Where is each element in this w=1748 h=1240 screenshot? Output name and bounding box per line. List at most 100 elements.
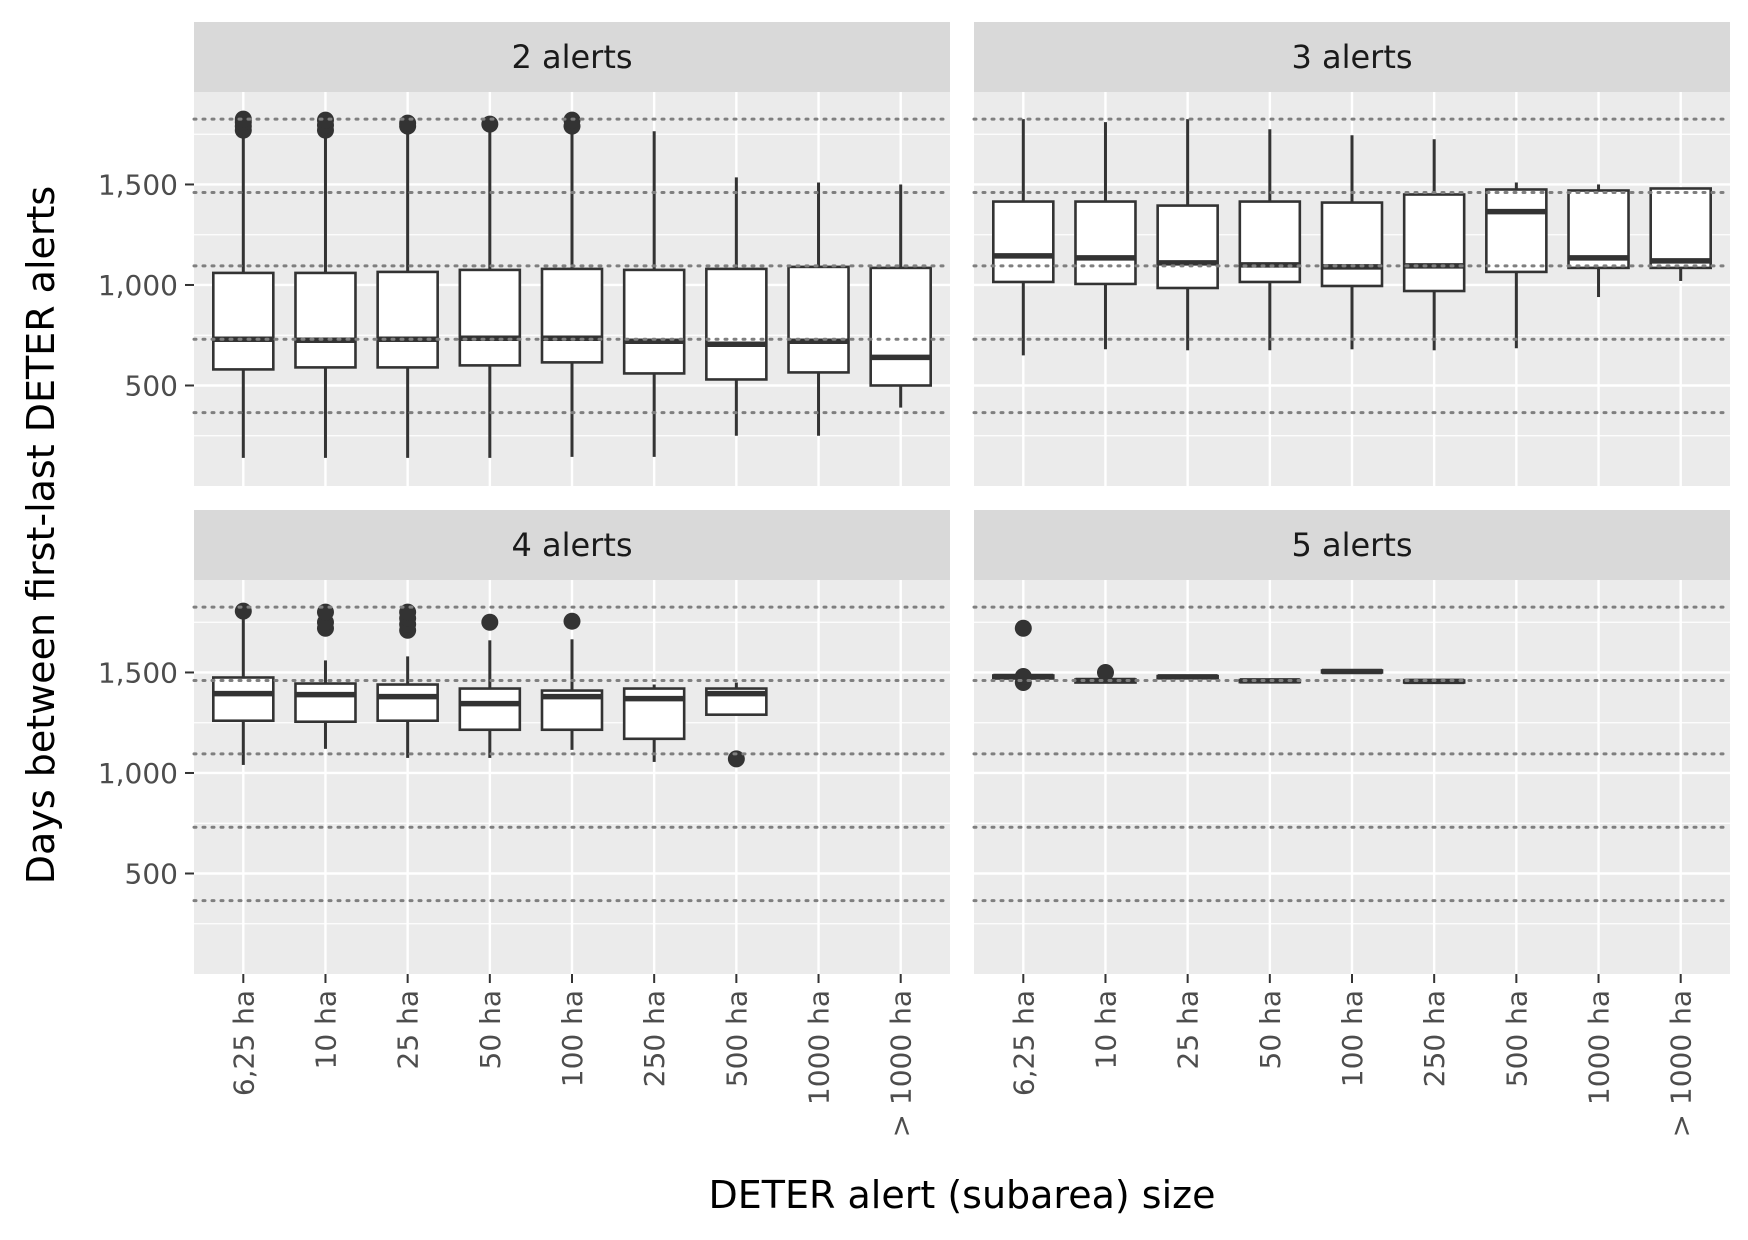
x-tick-label: 25 ha bbox=[1172, 990, 1205, 1069]
box-body bbox=[540, 267, 604, 364]
x-tick-label: 500 ha bbox=[720, 990, 753, 1087]
outlier-point bbox=[1014, 619, 1032, 637]
box-body bbox=[1238, 200, 1302, 284]
facet-title: 4 alerts bbox=[511, 526, 632, 564]
y-tick-label: 1,000 bbox=[98, 757, 178, 790]
box-50-ha bbox=[1238, 129, 1302, 351]
box-1000-ha bbox=[1567, 184, 1630, 298]
outlier-point bbox=[1096, 663, 1114, 681]
outlier-point bbox=[481, 613, 499, 631]
box-1000-ha bbox=[1649, 187, 1712, 281]
box-body bbox=[705, 267, 768, 381]
facet-panel: 2 alerts bbox=[192, 22, 952, 486]
x-tick-label: 6,25 ha bbox=[1007, 990, 1040, 1096]
box-body bbox=[294, 271, 357, 369]
box-250-ha bbox=[622, 131, 686, 457]
box-body bbox=[622, 268, 686, 375]
box-50-ha bbox=[458, 613, 522, 758]
box-6-25-ha bbox=[212, 110, 275, 458]
x-tick-label: 100 ha bbox=[556, 990, 589, 1087]
box-body bbox=[376, 683, 439, 723]
y-tick-label: 1,500 bbox=[98, 656, 178, 689]
facet-title: 3 alerts bbox=[1291, 38, 1412, 76]
outlier-point bbox=[316, 111, 334, 129]
x-tick-label: > 1000 ha bbox=[1665, 990, 1698, 1137]
y-axis-title: Days between first-last DETER alerts bbox=[19, 186, 63, 884]
box-body bbox=[212, 676, 275, 723]
box-body bbox=[1320, 201, 1384, 288]
y-tick-label: 500 bbox=[125, 369, 178, 402]
x-tick-label: 100 ha bbox=[1336, 990, 1369, 1087]
facet-strip bbox=[974, 510, 1730, 580]
box-body bbox=[1074, 200, 1137, 286]
outlier-point bbox=[1014, 667, 1032, 685]
box-body bbox=[869, 266, 932, 387]
outlier-point bbox=[563, 612, 581, 630]
box-6-25-ha bbox=[992, 119, 1055, 356]
x-tick-label: 10 ha bbox=[1089, 990, 1122, 1069]
box-10-ha bbox=[294, 603, 357, 749]
box-body bbox=[1156, 204, 1219, 290]
box-500-ha bbox=[705, 682, 768, 768]
box-1000-ha bbox=[869, 184, 932, 408]
box-body bbox=[787, 265, 850, 374]
box-250-ha bbox=[622, 684, 686, 762]
box-500-ha bbox=[1485, 182, 1548, 349]
box-100-ha bbox=[1320, 135, 1384, 350]
x-tick-label: 50 ha bbox=[474, 990, 507, 1069]
box-6-25-ha bbox=[212, 602, 275, 765]
box-6-25-ha bbox=[992, 619, 1055, 692]
box-body bbox=[294, 682, 357, 724]
box-100-ha bbox=[540, 111, 604, 457]
box-body bbox=[1402, 193, 1466, 293]
box-body bbox=[212, 271, 275, 371]
outlier-point bbox=[399, 114, 417, 132]
box-10-ha bbox=[294, 111, 357, 458]
facet-strip bbox=[194, 22, 950, 92]
x-axis-title: DETER alert (subarea) size bbox=[709, 1173, 1216, 1217]
x-tick-label: 500 ha bbox=[1500, 990, 1533, 1087]
box-10-ha bbox=[1074, 122, 1137, 350]
facet-panels: 2 alerts 3 alerts 4 alerts 5 alerts bbox=[192, 22, 1732, 974]
facet-panel: 3 alerts bbox=[972, 22, 1732, 486]
box-body bbox=[1485, 188, 1548, 274]
facet-title: 5 alerts bbox=[1291, 526, 1412, 564]
box-1000-ha bbox=[787, 182, 850, 436]
x-tick-label: > 1000 ha bbox=[885, 990, 918, 1137]
outlier-point bbox=[234, 110, 252, 128]
axes: 500 1,000 1,500 500 1,000 1,500 6,25 ha 10 ha 25… bbox=[98, 168, 1698, 1137]
x-tick-label: 250 ha bbox=[638, 990, 671, 1087]
outlier-point bbox=[234, 602, 252, 620]
facet-panel: 5 alerts bbox=[972, 510, 1732, 974]
x-tick-label: 250 ha bbox=[1418, 990, 1451, 1087]
box-body bbox=[458, 268, 522, 367]
box-25-ha bbox=[1156, 119, 1219, 351]
x-tick-label: 10 ha bbox=[309, 990, 342, 1069]
y-tick-label: 500 bbox=[125, 857, 178, 890]
box-25-ha bbox=[376, 603, 439, 758]
box-250-ha bbox=[1402, 139, 1466, 351]
outlier-point bbox=[727, 750, 745, 768]
box-100-ha bbox=[540, 612, 604, 750]
facet-title: 2 alerts bbox=[511, 38, 632, 76]
box-25-ha bbox=[1156, 674, 1219, 680]
box-25-ha bbox=[376, 114, 439, 458]
x-tick-label: 1000 ha bbox=[1583, 990, 1616, 1105]
x-tick-label: 6,25 ha bbox=[227, 990, 260, 1096]
facet-panel: 4 alerts bbox=[192, 510, 952, 974]
box-500-ha bbox=[705, 177, 768, 436]
box-body bbox=[376, 270, 439, 369]
y-tick-label: 1,500 bbox=[98, 168, 178, 201]
facet-strip bbox=[194, 510, 950, 580]
box-body bbox=[1649, 187, 1712, 270]
box-body bbox=[992, 200, 1055, 284]
box-body bbox=[1567, 189, 1630, 270]
box-100-ha bbox=[1320, 668, 1384, 675]
box-50-ha bbox=[458, 115, 522, 458]
facet-strip bbox=[974, 22, 1730, 92]
x-tick-label: 1000 ha bbox=[803, 990, 836, 1105]
box-body bbox=[458, 687, 522, 732]
y-tick-label: 1,000 bbox=[98, 269, 178, 302]
x-tick-label: 50 ha bbox=[1254, 990, 1287, 1069]
